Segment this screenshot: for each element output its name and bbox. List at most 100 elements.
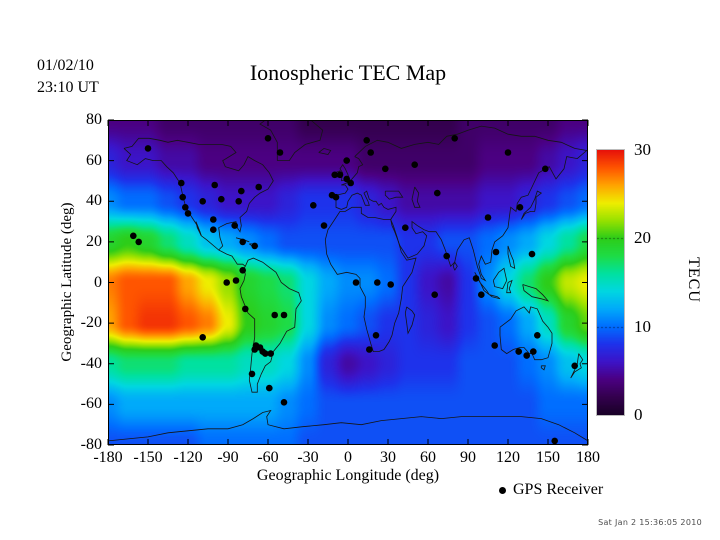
gps-receiver-dot — [280, 399, 288, 406]
coastline — [218, 249, 246, 267]
gps-receiver-dot — [331, 171, 338, 179]
gps-receiver-dot — [478, 291, 485, 298]
gps-receiver-dot — [130, 232, 137, 240]
gps-receiver-dot — [491, 342, 499, 349]
gps-receiver-dot — [218, 195, 225, 203]
x-tick-label: 150 — [536, 449, 560, 466]
gps-receiver-dot — [262, 350, 269, 357]
x-tick-label: 30 — [380, 449, 396, 466]
gps-receiver-dot — [310, 202, 317, 209]
gps-receiver-dot — [443, 252, 451, 260]
coastline — [506, 279, 513, 294]
gps-receiver-dot — [523, 352, 530, 359]
gps-receiver-dot — [178, 179, 185, 187]
gps-receiver-dot — [516, 204, 524, 211]
colorbar-tick-label: 30 — [634, 140, 651, 159]
x-tick-label: 180 — [576, 449, 600, 466]
gps-receiver-dot — [276, 149, 284, 156]
gps-receiver-dot — [267, 350, 274, 357]
gps-receiver-dot — [374, 279, 381, 286]
y-tick-label: -40 — [80, 354, 102, 372]
colorbar-unit-label: TECU — [685, 257, 702, 303]
gps-receiver-dot-icon — [499, 486, 506, 494]
gps-receiver-dot — [179, 193, 186, 201]
creation-timestamp: Sat Jan 2 15:36:05 2010 — [598, 518, 702, 527]
x-tick-label: 60 — [420, 449, 436, 466]
coastlines-and-stations — [108, 120, 588, 445]
gps-receiver-dot — [255, 183, 262, 191]
observation-time: 23:10 UT — [37, 79, 99, 96]
colorbar-tick-label: 20 — [634, 228, 651, 248]
axis-ticks — [107, 119, 589, 446]
gps-receiver-dot — [382, 165, 389, 173]
coastline — [335, 125, 588, 282]
x-tick-label: -120 — [173, 449, 203, 466]
gps-receiver-dot — [210, 226, 217, 233]
gps-receiver-dot — [366, 346, 373, 353]
coastline — [411, 186, 421, 208]
coastline — [324, 206, 417, 353]
gps-legend: GPS Receiver — [499, 481, 603, 499]
gps-receiver-dot — [182, 204, 189, 211]
coastline — [452, 261, 458, 271]
coastline — [123, 137, 274, 251]
map-frame — [108, 120, 588, 445]
gps-receiver-dot — [238, 187, 245, 195]
gps-receiver-dot — [534, 332, 541, 339]
gps-receiver-dot — [239, 238, 246, 246]
gps-receiver-dot — [551, 437, 558, 445]
gps-receiver-dot — [211, 181, 218, 189]
page-title: Ionospheric TEC Map — [249, 60, 447, 85]
gps-receiver-dot — [266, 384, 273, 392]
gps-receiver-dot — [484, 214, 492, 221]
x-tick-label: 90 — [460, 449, 476, 466]
coastline — [522, 284, 550, 302]
x-tick-label: -90 — [217, 449, 239, 466]
x-axis-label: Geographic Longitude (deg) — [256, 467, 440, 484]
colorbar-tick-label: 10 — [634, 316, 651, 336]
gps-receiver-dot — [363, 137, 370, 144]
gps-receiver-dot — [264, 135, 272, 142]
gps-legend-label: GPS Receiver — [513, 481, 604, 498]
coastline — [492, 267, 508, 290]
y-tick-label: -80 — [80, 436, 102, 453]
y-tick-label: 40 — [86, 192, 102, 210]
gps-receiver-dot — [210, 216, 217, 223]
coastline — [404, 306, 416, 335]
gps-receiver-dot — [184, 210, 192, 217]
gps-receiver-dot — [251, 242, 258, 250]
coastline — [195, 221, 202, 236]
coastline — [507, 245, 516, 270]
gps-receiver-dot — [372, 332, 380, 339]
coastline — [540, 365, 546, 371]
gps-receiver-dot — [472, 275, 480, 282]
gps-receiver-dot — [251, 346, 258, 353]
colorbar — [596, 149, 625, 416]
gps-receiver-dot — [402, 224, 409, 231]
gps-receiver-dot — [280, 311, 288, 319]
gps-receiver-dot — [347, 179, 354, 187]
x-tick-label: 0 — [344, 449, 352, 466]
x-tick-label: 120 — [496, 449, 520, 466]
coastline — [108, 409, 588, 442]
gps-receiver-dot — [352, 279, 360, 286]
y-tick-label: 80 — [86, 111, 102, 128]
coastline — [384, 190, 404, 200]
gps-receiver-dot — [235, 198, 242, 205]
gps-receiver-dot — [231, 222, 238, 229]
gps-receiver-dot — [528, 250, 536, 258]
gps-receiver-dot — [199, 334, 206, 341]
gps-receiver-dot — [492, 248, 500, 256]
gps-receiver-dot — [223, 279, 230, 286]
y-tick-label: 20 — [86, 232, 102, 250]
gps-receiver-dot — [328, 191, 336, 199]
gps-receiver-dot — [135, 238, 142, 246]
gps-receiver-dot — [343, 175, 350, 183]
gps-receiver-dot — [271, 311, 278, 319]
gps-receiver-dot — [504, 149, 512, 156]
gps-receiver-dot — [343, 157, 350, 164]
coastline — [239, 257, 302, 393]
coastline — [489, 294, 501, 300]
colorbar-tick-label: 0 — [634, 405, 643, 424]
